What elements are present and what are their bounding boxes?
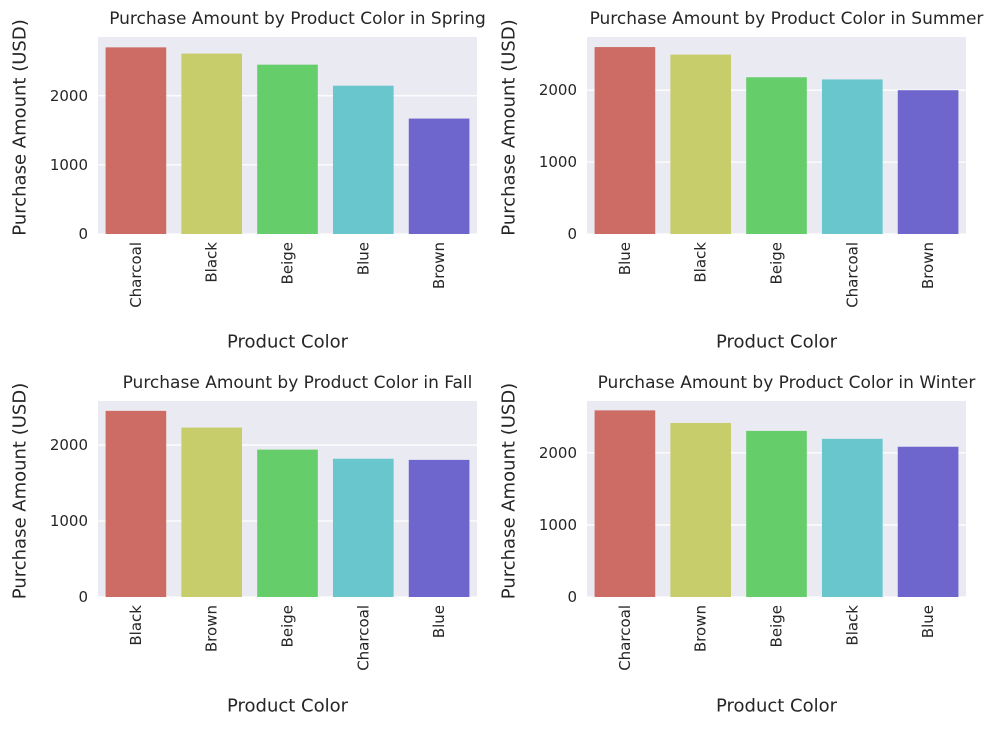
x-tick-label: Charcoal [127, 242, 145, 308]
bar [105, 47, 167, 234]
x-tick-label: Blue [616, 242, 634, 275]
x-tick-label: Brown [692, 605, 710, 652]
bar [594, 47, 656, 235]
y-tick-label: 2000 [539, 444, 577, 462]
x-tick-label: Black [843, 605, 861, 646]
bar [332, 458, 394, 597]
y-tick-label: 0 [78, 225, 88, 243]
x-tick-label: Beige [279, 605, 297, 647]
y-axis-label: Purchase Amount (USD) [499, 383, 520, 599]
bar [332, 85, 394, 234]
x-tick-label: Beige [279, 242, 297, 284]
x-tick-label: Black [203, 242, 221, 283]
y-tick-label: 1000 [539, 516, 577, 534]
chart-panel: 0 1000 2000 Charcoal Black Beige Blue Brown Purc… [10, 9, 486, 353]
y-axis-label: Purchase Amount (USD) [10, 383, 31, 599]
x-tick-label: Black [127, 605, 145, 646]
chart-title: Purchase Amount by Product Color in Wint… [598, 373, 976, 393]
bar [408, 459, 470, 597]
bar [670, 422, 732, 597]
chart-panel: 0 1000 2000 Blue Black Beige Charcoal Brown Purc… [499, 9, 984, 353]
chart-title: Purchase Amount by Product Color in Fall [123, 373, 473, 393]
x-tick-label: Blue [430, 605, 448, 638]
y-axis-label: Purchase Amount (USD) [10, 19, 31, 235]
bar [821, 438, 883, 597]
x-tick-label: Beige [768, 242, 786, 284]
x-tick-label: Blue [919, 605, 937, 638]
y-tick-label: 0 [567, 225, 577, 243]
x-tick-label: Blue [354, 242, 372, 275]
bar [594, 410, 656, 597]
x-axis-label: Product Color [227, 696, 349, 717]
x-tick-label: Brown [919, 242, 937, 289]
bar [746, 430, 807, 597]
y-tick-label: 0 [78, 588, 88, 606]
x-tick-label: Brown [430, 242, 448, 289]
bar [181, 427, 243, 597]
y-axis-label: Purchase Amount (USD) [499, 19, 520, 235]
bar [105, 410, 167, 597]
chart-title: Purchase Amount by Product Color in Summ… [590, 9, 984, 29]
x-tick-label: Beige [768, 605, 786, 647]
bar [897, 90, 959, 234]
bar [257, 449, 318, 597]
bar [181, 53, 243, 234]
x-axis-label: Product Color [716, 332, 838, 353]
bar [257, 64, 318, 234]
y-tick-label: 1000 [50, 156, 88, 174]
y-tick-label: 1000 [539, 153, 577, 171]
x-axis-label: Product Color [716, 696, 838, 717]
x-tick-label: Charcoal [616, 605, 634, 671]
x-axis-label: Product Color [227, 332, 349, 353]
y-tick-label: 2000 [50, 87, 88, 105]
bar [408, 118, 470, 234]
bar [897, 446, 959, 597]
y-tick-label: 2000 [539, 81, 577, 99]
bar [746, 77, 807, 234]
y-tick-label: 0 [567, 588, 577, 606]
y-tick-label: 1000 [50, 512, 88, 530]
chart-title: Purchase Amount by Product Color in Spri… [109, 9, 486, 29]
x-tick-label: Black [692, 242, 710, 283]
x-tick-label: Charcoal [354, 605, 372, 671]
x-tick-label: Brown [203, 605, 221, 652]
bar [821, 79, 883, 234]
y-tick-label: 2000 [50, 436, 88, 454]
x-tick-label: Charcoal [843, 242, 861, 308]
chart-panel: 0 1000 2000 Charcoal Brown Beige Black Blue Purc… [499, 373, 976, 717]
bar [670, 54, 732, 235]
chart-panel: 0 1000 2000 Black Brown Beige Charcoal Blue Purc… [10, 373, 477, 717]
